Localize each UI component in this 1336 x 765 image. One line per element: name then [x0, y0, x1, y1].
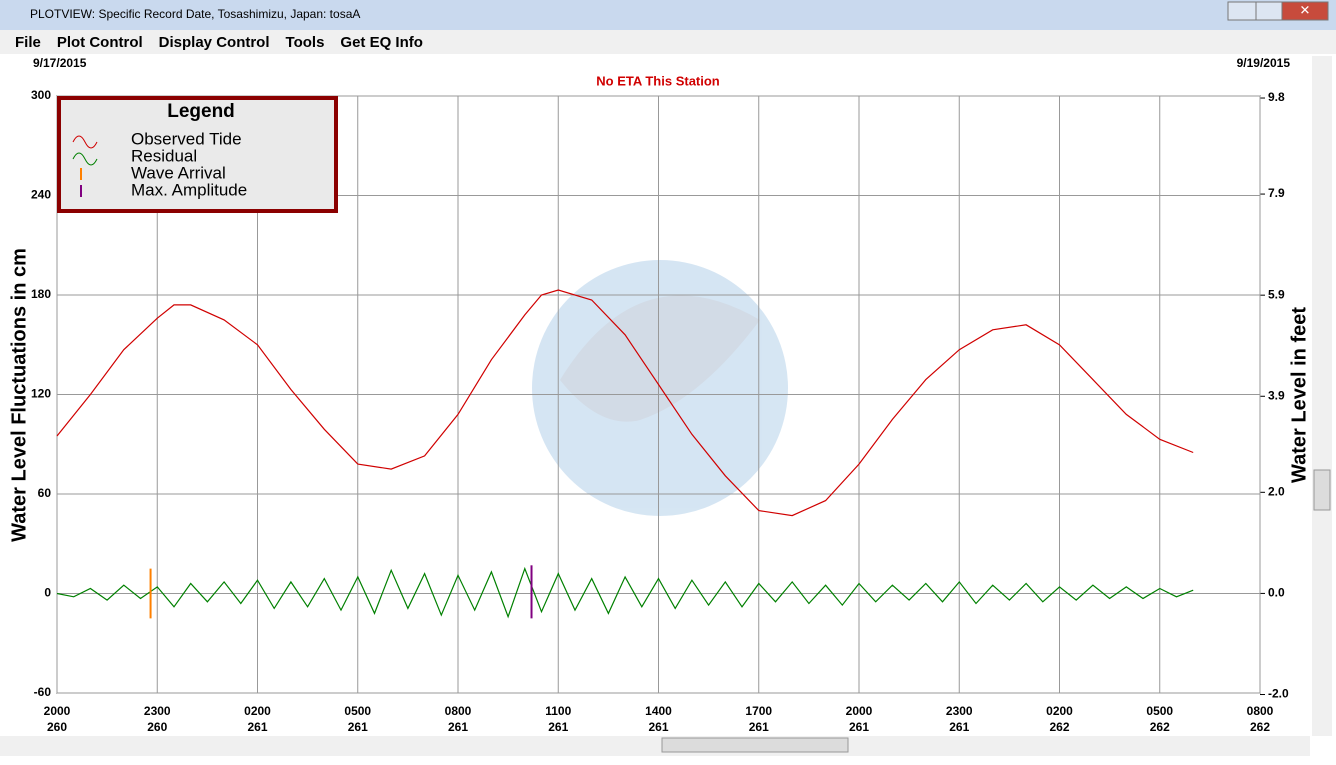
- legend-swatch: [72, 152, 98, 166]
- y-tick-label: 300: [31, 88, 51, 102]
- scroll-thumb[interactable]: [1313, 469, 1331, 511]
- y-axis-label: Water Level Fluctuations in cm: [8, 248, 30, 542]
- legend-label: Residual: [131, 146, 197, 165]
- menu-bar: [0, 30, 1336, 54]
- scroll-thumb[interactable]: [661, 737, 849, 753]
- menu-item[interactable]: Tools: [286, 34, 325, 51]
- x-tick-label: 2000: [846, 704, 873, 718]
- x-day-label: 260: [147, 720, 167, 734]
- y-tick-label: 0: [44, 586, 51, 600]
- series-line: [56, 566, 1194, 619]
- y2-axis-label: Water Level in feet: [1288, 307, 1310, 483]
- legend-swatch: [72, 135, 98, 149]
- window-title: PLOTVIEW: Specific Record Date, Tosashim…: [30, 7, 360, 21]
- x-day-label: 261: [348, 720, 368, 734]
- y-tick-label: 60: [38, 486, 52, 500]
- x-day-label: 261: [849, 720, 869, 734]
- x-tick-label: 0800: [445, 704, 472, 718]
- horizontal-scrollbar[interactable]: [0, 736, 1310, 756]
- x-tick-label: 1700: [745, 704, 772, 718]
- y2-tick-label: -2.0: [1268, 687, 1289, 701]
- menu-item[interactable]: Plot Control: [57, 34, 143, 51]
- y-tick-label: -60: [34, 685, 52, 699]
- y2-tick-label: 7.9: [1268, 186, 1285, 200]
- x-day-label: 262: [1049, 720, 1069, 734]
- end-date: 9/19/2015: [1237, 56, 1291, 70]
- watermark: [532, 260, 788, 516]
- subtitle: No ETA This Station: [596, 73, 720, 88]
- legend-box: [57, 96, 338, 213]
- x-tick-label: 1100: [545, 704, 571, 718]
- x-tick-label: 1400: [645, 704, 672, 718]
- x-day-label: 261: [247, 720, 267, 734]
- y-tick-label: 180: [31, 287, 51, 301]
- legend-title: Legend: [167, 101, 235, 122]
- maximize-button[interactable]: [1255, 1, 1283, 21]
- start-date: 9/17/2015: [33, 56, 87, 70]
- legend-label: Observed Tide: [131, 129, 242, 148]
- series-line: [56, 289, 1194, 517]
- close-icon: ✕: [1300, 2, 1311, 17]
- x-tick-label: 0500: [1146, 704, 1173, 718]
- y2-tick-label: 2.0: [1268, 484, 1285, 498]
- y2-tick-label: 0.0: [1268, 586, 1285, 600]
- menu: File Plot Control Display Control Tools Get …: [15, 34, 423, 51]
- minimize-button[interactable]: [1227, 1, 1257, 21]
- x-day-label: 261: [548, 720, 568, 734]
- menu-item[interactable]: Get EQ Info: [340, 34, 423, 51]
- y2-tick-label: 9.8: [1268, 90, 1285, 104]
- x-day-label: 260: [47, 720, 67, 734]
- x-day-label: 262: [1150, 720, 1170, 734]
- y2-tick-label: 3.9: [1268, 388, 1285, 402]
- x-tick-label: 0200: [244, 704, 271, 718]
- y2-tick-label: 5.9: [1268, 287, 1285, 301]
- vertical-scrollbar[interactable]: [1312, 56, 1332, 736]
- legend-label: Wave Arrival: [131, 163, 226, 182]
- y-tick-label: 120: [31, 387, 51, 401]
- x-tick-label: 0800: [1247, 704, 1274, 718]
- x-tick-label: 2300: [946, 704, 973, 718]
- y-tick-label: 240: [31, 188, 51, 202]
- title-bar: [0, 0, 1336, 30]
- x-day-label: 261: [949, 720, 969, 734]
- x-tick-label: 0500: [344, 704, 371, 718]
- legend-label: Max. Amplitude: [131, 180, 247, 199]
- x-tick-label: 0200: [1046, 704, 1073, 718]
- x-day-label: 262: [1250, 720, 1270, 734]
- x-tick-label: 2300: [144, 704, 171, 718]
- x-day-label: 261: [448, 720, 468, 734]
- menu-item[interactable]: Display Control: [159, 34, 270, 51]
- x-day-label: 261: [749, 720, 769, 734]
- x-tick-label: 2000: [44, 704, 71, 718]
- menu-item[interactable]: File: [15, 34, 41, 51]
- close-button[interactable]: [1281, 1, 1329, 21]
- x-day-label: 261: [648, 720, 668, 734]
